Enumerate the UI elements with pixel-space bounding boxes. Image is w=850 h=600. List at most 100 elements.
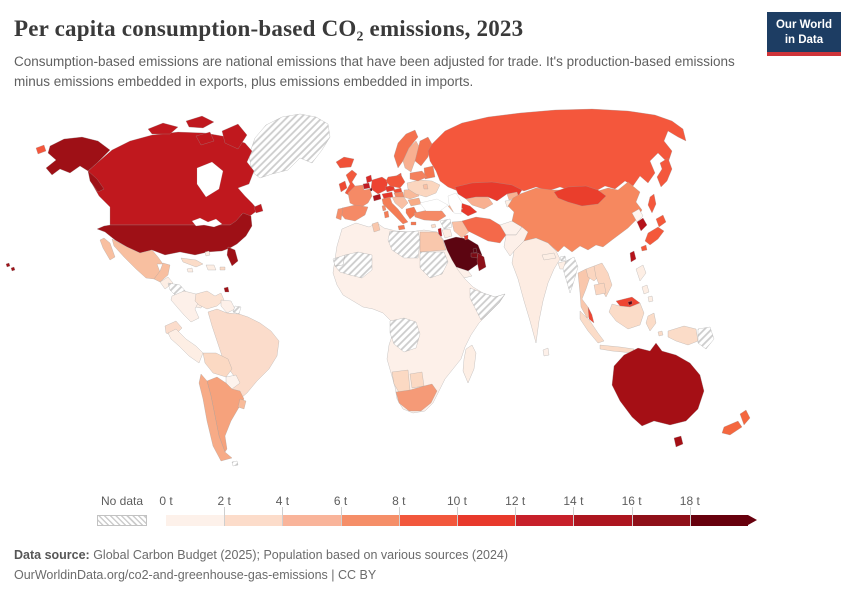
country-uzbekistan[interactable] (465, 196, 494, 210)
country-germany[interactable] (370, 176, 389, 195)
canonical-url-link[interactable]: OurWorldinData.org/co2-and-greenhouse-ga… (14, 568, 328, 582)
country-madagascar[interactable] (462, 344, 477, 384)
country-syria[interactable] (439, 218, 453, 230)
country-japan[interactable] (640, 244, 648, 252)
country-iceland[interactable] (335, 156, 355, 169)
country-guatemala[interactable] (159, 276, 174, 290)
country-brazil[interactable] (207, 308, 280, 400)
country-indonesia[interactable] (579, 310, 605, 344)
country-belgium[interactable] (362, 182, 371, 190)
country-cyprus[interactable] (430, 223, 437, 229)
country-tasmania[interactable] (673, 435, 684, 448)
country-russia[interactable] (656, 157, 673, 188)
legend-bin-12t[interactable] (515, 515, 574, 526)
country-switzerland[interactable] (372, 193, 382, 202)
country-canada[interactable] (221, 123, 248, 150)
country-alaska[interactable] (45, 136, 111, 176)
country-myanmar[interactable] (562, 256, 579, 294)
country-iran[interactable] (461, 216, 507, 244)
country-indonesia[interactable] (645, 312, 657, 332)
country-taiwan[interactable] (629, 250, 637, 263)
country-chile[interactable] (198, 373, 233, 462)
country-turkey[interactable] (413, 209, 447, 222)
country-botswana[interactable] (409, 371, 425, 389)
country-qatar[interactable] (472, 247, 478, 254)
country-sicily[interactable] (397, 224, 406, 231)
country-new_zealand[interactable] (721, 420, 743, 436)
country-bhutan[interactable] (559, 255, 567, 262)
country-oman[interactable] (476, 252, 487, 272)
country-greenland[interactable] (248, 113, 331, 179)
country-north_korea[interactable] (631, 208, 644, 223)
country-philippines[interactable] (647, 295, 654, 303)
legend-bin-18t[interactable] (689, 515, 749, 526)
country-libya[interactable] (387, 230, 421, 259)
country-sardinia[interactable] (383, 210, 390, 219)
country-russia[interactable] (647, 193, 657, 214)
country-mexico[interactable] (111, 238, 164, 280)
country-australia[interactable] (611, 342, 705, 427)
country-greece[interactable] (405, 206, 418, 220)
country-nepal[interactable] (541, 252, 557, 261)
country-spain[interactable] (339, 204, 369, 222)
country-somalia[interactable] (469, 287, 506, 321)
license-link[interactable]: CC BY (338, 568, 377, 582)
country-netherlands[interactable] (365, 174, 373, 184)
data-source-value[interactable]: Global Carbon Budget (2025); Population … (89, 548, 509, 562)
country-france[interactable] (347, 184, 373, 209)
country-moldova[interactable] (422, 183, 429, 190)
country-sudan[interactable] (419, 251, 449, 279)
country-africa_base[interactable] (332, 222, 506, 414)
country-hawaii[interactable] (10, 266, 16, 272)
country-puerto_rico[interactable] (219, 266, 226, 271)
country-indonesia[interactable] (657, 330, 664, 337)
country-ukraine[interactable] (406, 179, 441, 198)
country-cambodia[interactable] (593, 282, 607, 296)
country-mauritania_mali[interactable] (334, 251, 373, 279)
country-finland[interactable] (414, 136, 433, 167)
country-falkland[interactable] (231, 460, 239, 467)
legend-bin-2t[interactable] (224, 515, 283, 526)
country-west_new_guinea[interactable] (667, 325, 699, 346)
country-bahamas[interactable] (204, 250, 211, 257)
country-canada[interactable] (185, 115, 215, 129)
country-kuwait[interactable] (463, 234, 469, 241)
country-japan[interactable] (644, 226, 665, 246)
country-brunei[interactable] (627, 300, 633, 306)
country-china[interactable] (507, 181, 643, 253)
country-belarus[interactable] (409, 170, 428, 182)
legend-bin-4t[interactable] (282, 515, 341, 526)
country-paraguay[interactable] (225, 374, 241, 390)
legend-no-data-swatch[interactable] (97, 515, 147, 526)
country-canada[interactable] (253, 203, 264, 214)
country-tunisia[interactable] (371, 221, 381, 233)
country-bolivia[interactable] (202, 352, 233, 378)
country-portugal[interactable] (335, 207, 344, 221)
country-india[interactable] (511, 237, 561, 344)
country-malaysia[interactable] (587, 306, 595, 324)
country-balkans[interactable] (391, 196, 409, 210)
legend-bin-0t[interactable] (166, 515, 225, 526)
country-usa[interactable] (96, 212, 253, 256)
legend-bin-6t[interactable] (340, 515, 399, 526)
legend-bin-14t[interactable] (573, 515, 632, 526)
country-norway[interactable] (393, 129, 419, 169)
country-indonesia[interactable] (608, 302, 645, 330)
country-sweden[interactable] (402, 140, 421, 173)
country-stlawrence[interactable] (35, 144, 47, 155)
country-philippines[interactable] (641, 284, 650, 295)
legend-bin-10t[interactable] (457, 515, 516, 526)
country-russia[interactable] (427, 108, 687, 192)
owid-logo[interactable]: Our World in Data (766, 12, 841, 56)
country-italy[interactable] (381, 196, 409, 225)
country-egypt[interactable] (419, 231, 447, 253)
country-philippines[interactable] (635, 264, 647, 282)
legend-bin-8t[interactable] (398, 515, 458, 526)
country-crete[interactable] (410, 221, 417, 226)
country-new_zealand[interactable] (739, 409, 751, 426)
country-usa[interactable] (226, 246, 239, 267)
country-japan[interactable] (655, 214, 667, 228)
country-hispaniola[interactable] (205, 264, 217, 271)
country-venezuela[interactable] (194, 290, 225, 310)
country-corsica[interactable] (381, 204, 387, 212)
